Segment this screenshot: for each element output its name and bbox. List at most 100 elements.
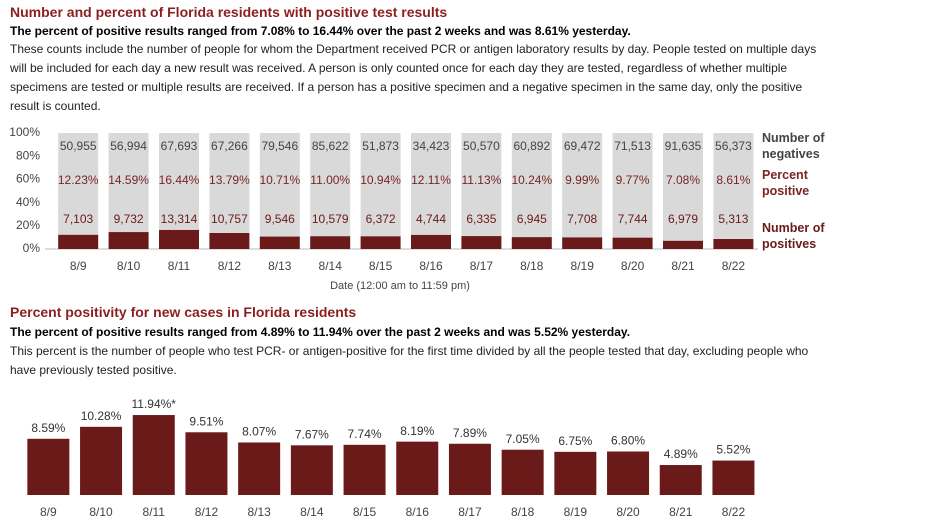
chart-title: Percent positivity for new cases in Flor… bbox=[10, 304, 357, 320]
x-tick-label: 8/10 bbox=[89, 505, 113, 519]
value-label: 7,744 bbox=[618, 212, 648, 226]
value-label: 6,945 bbox=[517, 212, 547, 226]
value-label: 8.59% bbox=[31, 421, 65, 435]
x-tick-label: 8/9 bbox=[70, 259, 87, 273]
x-tick-label: 8/21 bbox=[669, 505, 693, 519]
x-tick-label: 8/18 bbox=[511, 505, 535, 519]
value-label: 10,579 bbox=[312, 212, 349, 226]
value-label: 56,994 bbox=[110, 139, 147, 153]
y-tick-label: 40% bbox=[16, 195, 40, 209]
x-tick-label: 8/14 bbox=[319, 259, 343, 273]
bar bbox=[554, 451, 597, 495]
y-tick-label: 0% bbox=[23, 241, 41, 255]
value-label: 7,103 bbox=[63, 212, 93, 226]
x-tick-label: 8/11 bbox=[143, 505, 166, 519]
value-label: 10.71% bbox=[259, 173, 300, 187]
chart-title: Number and percent of Florida residents … bbox=[10, 4, 448, 20]
value-label: 12.11% bbox=[411, 173, 451, 187]
y-tick-label: 20% bbox=[16, 218, 40, 232]
x-tick-label: 8/13 bbox=[247, 505, 271, 519]
y-tick-label: 100% bbox=[9, 125, 40, 139]
bar bbox=[607, 451, 650, 495]
bar-positive bbox=[663, 240, 703, 249]
x-tick-label: 8/13 bbox=[268, 259, 292, 273]
x-tick-label: 8/16 bbox=[406, 505, 430, 519]
x-tick-label: 8/22 bbox=[722, 505, 746, 519]
value-label: 4,744 bbox=[416, 212, 446, 226]
x-tick-label: 8/16 bbox=[419, 259, 443, 273]
bar-negative bbox=[209, 133, 250, 234]
bar-positive bbox=[562, 237, 603, 249]
value-label: 16.44% bbox=[159, 173, 200, 187]
bar-negative bbox=[108, 133, 149, 233]
value-label: 12.23% bbox=[58, 173, 99, 187]
x-tick-label: 8/12 bbox=[195, 505, 219, 519]
x-tick-label: 8/10 bbox=[117, 259, 141, 273]
bar-positive bbox=[360, 236, 401, 249]
value-label: 69,472 bbox=[564, 139, 601, 153]
bar-negative bbox=[360, 133, 401, 237]
value-label: 7.74% bbox=[348, 427, 382, 441]
value-label: 10.24% bbox=[511, 173, 552, 187]
value-label: 11.94%* bbox=[132, 397, 177, 411]
value-label: 8.61% bbox=[716, 173, 750, 187]
value-label: 8.07% bbox=[242, 425, 276, 439]
value-label: 13.79% bbox=[209, 173, 250, 187]
x-tick-label: 8/9 bbox=[40, 505, 57, 519]
bar bbox=[712, 460, 755, 495]
x-tick-label: 8/21 bbox=[671, 259, 695, 273]
value-label: 9.51% bbox=[189, 414, 223, 428]
value-label: 6,335 bbox=[466, 212, 496, 226]
bar-positive bbox=[511, 237, 552, 249]
value-label: 7,708 bbox=[567, 212, 597, 226]
chart-subtitle: The percent of positive results ranged f… bbox=[10, 24, 631, 38]
value-label: 51,873 bbox=[362, 139, 399, 153]
bar-negative bbox=[612, 133, 653, 238]
chart-subtitle: The percent of positive results ranged f… bbox=[10, 325, 631, 339]
y-tick-label: 60% bbox=[16, 172, 40, 186]
value-label: 91,635 bbox=[665, 139, 702, 153]
legend-label: Number of negatives bbox=[762, 131, 825, 161]
bar bbox=[343, 444, 386, 495]
bar-negative bbox=[159, 133, 199, 230]
bar-negative bbox=[511, 133, 552, 238]
value-label: 7.67% bbox=[295, 427, 329, 441]
value-label: 10.28% bbox=[81, 409, 122, 423]
bar-positive bbox=[612, 237, 653, 249]
value-label: 56,373 bbox=[715, 139, 752, 153]
y-tick-label: 80% bbox=[16, 148, 40, 162]
x-tick-label: 8/20 bbox=[621, 259, 645, 273]
bar bbox=[238, 442, 281, 495]
bar-positive bbox=[411, 234, 451, 249]
value-label: 79,546 bbox=[261, 139, 298, 153]
x-tick-label: 8/19 bbox=[571, 259, 595, 273]
x-tick-label: 8/22 bbox=[722, 259, 746, 273]
value-label: 7.08% bbox=[666, 173, 700, 187]
x-tick-label: 8/15 bbox=[353, 505, 377, 519]
value-label: 5,313 bbox=[718, 212, 748, 226]
bar-negative bbox=[259, 133, 300, 237]
x-tick-label: 8/14 bbox=[300, 505, 324, 519]
x-tick-label: 8/17 bbox=[470, 259, 494, 273]
bar bbox=[501, 449, 544, 495]
value-label: 34,423 bbox=[413, 139, 450, 153]
bar-positive bbox=[310, 236, 351, 249]
value-label: 4.89% bbox=[664, 447, 698, 461]
value-label: 10,757 bbox=[211, 212, 248, 226]
bar bbox=[185, 432, 228, 495]
bar-negative bbox=[713, 133, 754, 240]
x-axis-title: Date (12:00 am to 11:59 pm) bbox=[330, 280, 470, 292]
bar-negative bbox=[58, 133, 99, 235]
bar-positive bbox=[159, 229, 199, 249]
value-label: 11.13% bbox=[461, 173, 501, 187]
bar-negative bbox=[411, 133, 451, 235]
x-tick-label: 8/20 bbox=[616, 505, 640, 519]
value-label: 67,693 bbox=[161, 139, 198, 153]
bar-negative bbox=[461, 133, 502, 237]
value-label: 9,546 bbox=[265, 212, 295, 226]
value-label: 13,314 bbox=[161, 212, 198, 226]
value-label: 85,622 bbox=[312, 139, 349, 153]
legend-label: Number of positives bbox=[762, 221, 825, 251]
value-label: 9.77% bbox=[616, 173, 650, 187]
